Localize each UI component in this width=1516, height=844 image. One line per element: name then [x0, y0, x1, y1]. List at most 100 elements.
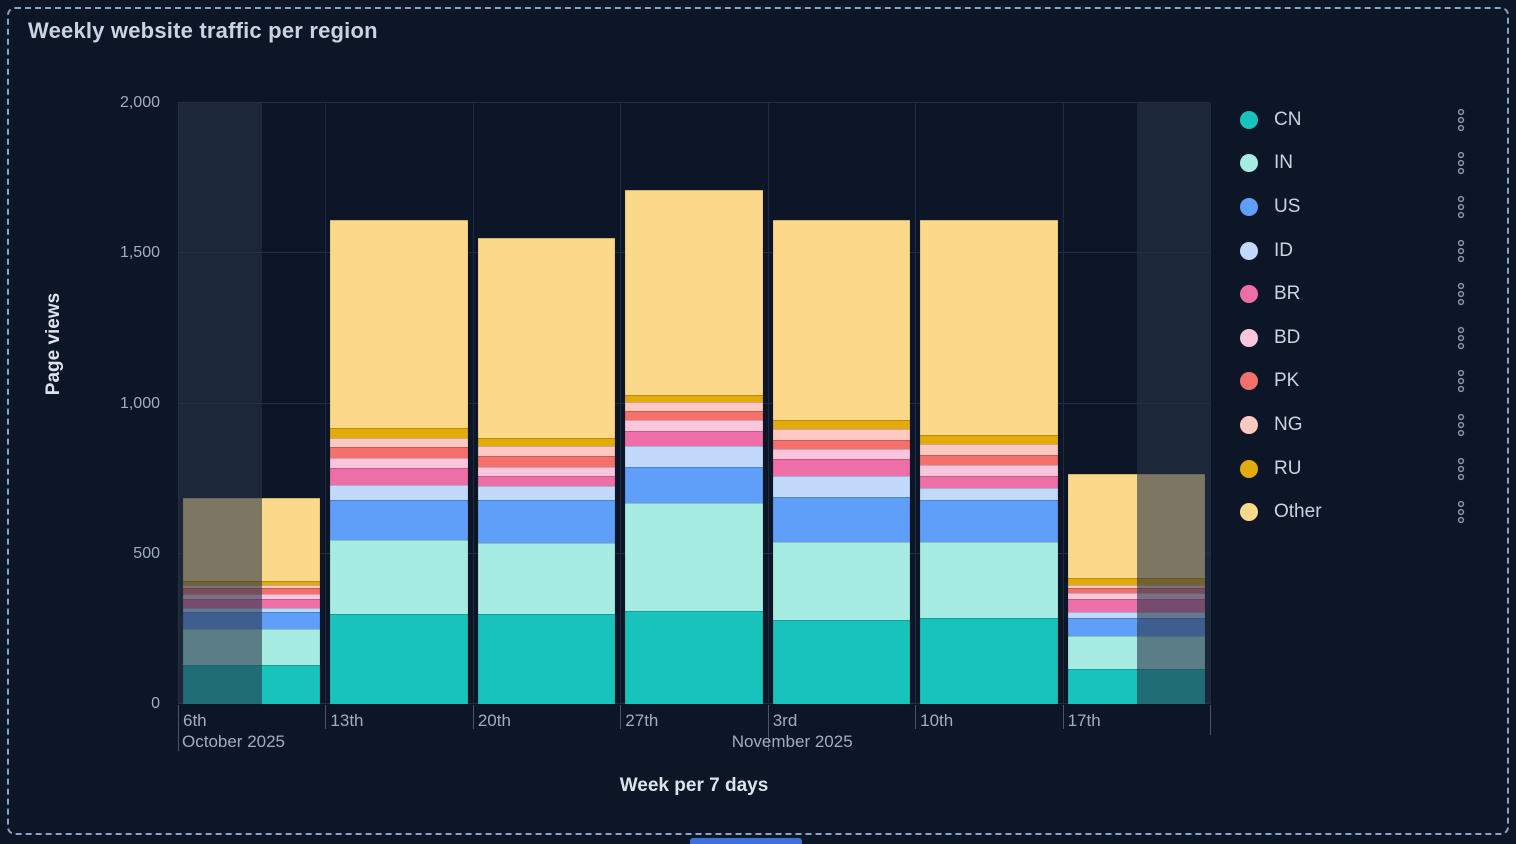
bar-segment-id-3rd[interactable] [772, 475, 911, 497]
bar-segment-other-27th[interactable] [625, 190, 763, 395]
bar-segment-id-17th[interactable] [1067, 612, 1205, 619]
bar-segment-in-20th[interactable] [477, 543, 616, 614]
bar-segment-cn-13th[interactable] [330, 613, 468, 704]
bar-segment-id-27th[interactable] [625, 445, 763, 467]
bar-segment-in-13th[interactable] [330, 540, 468, 614]
legend-label[interactable]: NG [1274, 413, 1303, 435]
legend-item-br: BR [1240, 272, 1468, 316]
bar-segment-in-10th[interactable] [920, 541, 1058, 619]
bar-segment-other-13th[interactable] [330, 220, 468, 428]
x-axis-title: Week per 7 days [619, 775, 769, 796]
bar-segment-bd-17th[interactable] [1067, 592, 1205, 599]
bar-segment-ng-17th[interactable] [1067, 585, 1205, 589]
bar-segment-id-10th[interactable] [920, 487, 1058, 500]
bar-segment-us-10th[interactable] [920, 499, 1058, 542]
legend-item-toggle-other[interactable]: Other [1240, 501, 1322, 523]
kebab-vertical-icon[interactable] [1454, 149, 1468, 177]
legend-label[interactable]: BD [1274, 326, 1301, 348]
bar-segment-ru-13th[interactable] [330, 427, 468, 439]
legend-item-toggle-in[interactable]: IN [1240, 152, 1293, 174]
panel-resize-indicator[interactable] [690, 838, 802, 844]
bar-segment-id-13th[interactable] [330, 484, 468, 500]
bar-segment-br-20th[interactable] [477, 475, 616, 487]
bar-segment-ru-3rd[interactable] [772, 420, 911, 430]
bar-segment-br-10th[interactable] [920, 475, 1058, 488]
bar-segment-ru-17th[interactable] [1067, 577, 1205, 586]
kebab-vertical-icon[interactable] [1454, 193, 1468, 221]
bar-segment-in-3rd[interactable] [772, 541, 911, 620]
bar-segment-cn-27th[interactable] [625, 610, 763, 704]
bar-segment-ru-27th[interactable] [625, 394, 763, 402]
kebab-vertical-icon[interactable] [1454, 237, 1468, 265]
x-tick-mark [1210, 705, 1211, 735]
kebab-vertical-icon[interactable] [1454, 106, 1468, 134]
bar-segment-br-13th[interactable] [330, 468, 468, 485]
bar-segment-br-27th[interactable] [625, 430, 763, 446]
legend-label[interactable]: CN [1274, 108, 1302, 130]
x-tick-label: 20th [477, 711, 511, 730]
bar-segment-ng-27th[interactable] [625, 402, 763, 412]
kebab-vertical-icon[interactable] [1454, 411, 1468, 439]
legend-item-toggle-id[interactable]: ID [1240, 240, 1293, 262]
bar-segment-bd-20th[interactable] [477, 466, 616, 476]
bar-segment-bd-10th[interactable] [920, 465, 1058, 476]
bar-segment-bd-27th[interactable] [625, 420, 763, 431]
bar-segment-us-13th[interactable] [330, 499, 468, 541]
bar-segment-br-3rd[interactable] [772, 459, 911, 476]
bar-segment-ng-20th[interactable] [477, 445, 616, 457]
bar-segment-bd-13th[interactable] [330, 457, 468, 469]
x-tick-mark [472, 705, 474, 729]
legend-label[interactable]: US [1274, 195, 1301, 217]
legend-item-toggle-br[interactable]: BR [1240, 283, 1300, 305]
bar-segment-pk-3rd[interactable] [772, 439, 911, 449]
bar-segment-ru-20th[interactable] [477, 438, 616, 446]
legend-item-toggle-cn[interactable]: CN [1240, 109, 1301, 131]
bar-segment-us-20th[interactable] [477, 499, 616, 544]
bar-segment-us-3rd[interactable] [772, 496, 911, 542]
bar-segment-cn-3rd[interactable] [772, 619, 911, 704]
kebab-vertical-icon[interactable] [1454, 280, 1468, 308]
legend-item-toggle-bd[interactable]: BD [1240, 327, 1300, 349]
bar-segment-bd-3rd[interactable] [772, 448, 911, 460]
kebab-vertical-icon[interactable] [1454, 455, 1468, 483]
legend-label[interactable]: Other [1274, 501, 1322, 523]
x-gridline [472, 103, 474, 704]
y-tick-label: 500 [133, 544, 160, 562]
out-of-range-overlay [1137, 103, 1210, 704]
bar-segment-other-20th[interactable] [477, 238, 616, 439]
bar-segment-ng-10th[interactable] [920, 444, 1058, 455]
legend-label[interactable]: ID [1274, 239, 1293, 261]
legend-item-toggle-us[interactable]: US [1240, 196, 1300, 218]
legend-label[interactable]: IN [1274, 152, 1293, 174]
bar-segment-pk-17th[interactable] [1067, 588, 1205, 593]
bar-segment-in-27th[interactable] [625, 502, 763, 611]
bar-segment-pk-10th[interactable] [920, 454, 1058, 466]
kebab-vertical-icon[interactable] [1454, 367, 1468, 395]
legend-item-toggle-ng[interactable]: NG [1240, 414, 1303, 436]
bar-segment-other-3rd[interactable] [772, 220, 911, 421]
legend-color-dot [1240, 459, 1258, 478]
legend-item-toggle-ru[interactable]: RU [1240, 458, 1301, 480]
legend-item-pk: PK [1240, 360, 1468, 404]
legend-label[interactable]: BR [1274, 283, 1301, 305]
legend-label[interactable]: RU [1274, 457, 1302, 479]
bar-segment-cn-20th[interactable] [477, 613, 616, 704]
legend-color-dot [1240, 197, 1258, 216]
x-gridline [1210, 103, 1211, 704]
bar-segment-ng-13th[interactable] [330, 438, 468, 448]
kebab-vertical-icon[interactable] [1454, 498, 1468, 526]
bar-segment-pk-20th[interactable] [477, 456, 616, 467]
bar-segment-id-20th[interactable] [477, 486, 616, 500]
kebab-vertical-icon[interactable] [1454, 324, 1468, 352]
x-month-label: October 2025 [182, 732, 286, 751]
y-tick-label: 1,500 [119, 244, 160, 262]
bar-segment-cn-10th[interactable] [920, 618, 1058, 704]
bar-segment-pk-27th[interactable] [625, 411, 763, 421]
bar-segment-ru-10th[interactable] [920, 435, 1058, 445]
legend-label[interactable]: PK [1274, 370, 1300, 392]
legend-item-toggle-pk[interactable]: PK [1240, 370, 1299, 392]
bar-segment-ng-3rd[interactable] [772, 429, 911, 440]
bar-segment-us-27th[interactable] [625, 466, 763, 503]
bar-segment-pk-13th[interactable] [330, 447, 468, 458]
bar-segment-other-10th[interactable] [920, 220, 1058, 436]
